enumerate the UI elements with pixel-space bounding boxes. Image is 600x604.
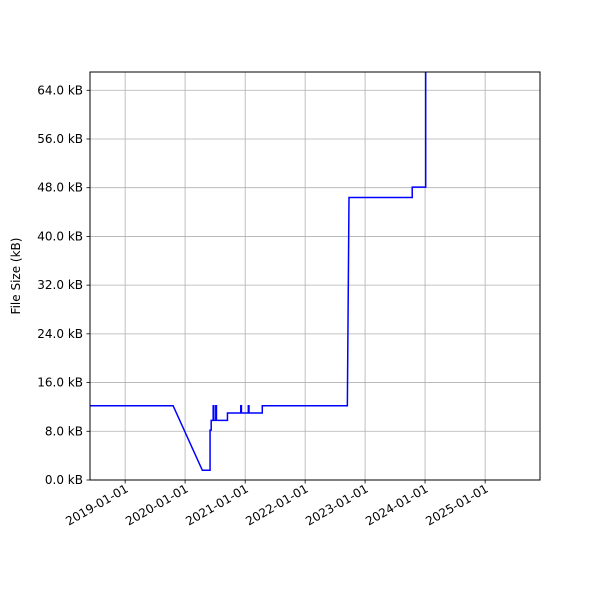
y-axis: 0.0 kB 8.0 kB 16.0 kB 24.0 kB 32.0 kB 40.0 kB… — [37, 83, 90, 487]
x-tick-label: 2024-01-01 — [363, 481, 430, 528]
y-tick-label: 56.0 kB — [37, 132, 83, 146]
y-tick-label: 16.0 kB — [37, 376, 83, 390]
x-axis: 2019-01-012020-01-012021-01-012022-01-01… — [63, 480, 491, 528]
x-tick-label: 2020-01-01 — [123, 481, 190, 528]
y-tick-label: 40.0 kB — [37, 229, 83, 243]
series-layer — [90, 72, 427, 472]
plot-frame — [89, 71, 541, 481]
x-tick-label: 2023-01-01 — [303, 481, 370, 528]
y-tick-label: 48.0 kB — [37, 181, 83, 195]
y-tick-label: 64.0 kB — [37, 83, 83, 97]
y-tick-label: 0.0 kB — [45, 473, 83, 487]
y-tick-label: 24.0 kB — [37, 327, 83, 341]
y-axis-label: File Size (kB) — [9, 238, 23, 315]
file-size-series-line — [90, 72, 427, 472]
x-tick-label: 2025-01-01 — [423, 481, 490, 528]
grid-layer — [90, 72, 540, 481]
x-tick-label: 2019-01-01 — [63, 481, 130, 528]
y-tick-label: 32.0 kB — [37, 278, 83, 292]
x-tick-label: 2022-01-01 — [243, 481, 310, 528]
y-tick-label: 8.0 kB — [45, 424, 83, 438]
x-tick-label: 2021-01-01 — [183, 481, 250, 528]
